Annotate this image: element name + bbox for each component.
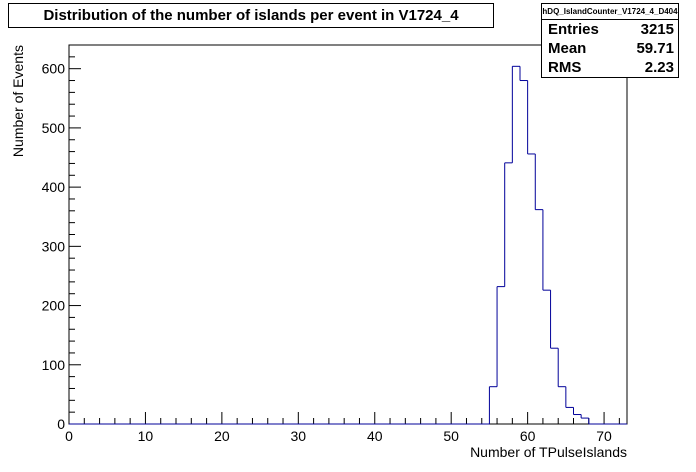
- x-axis-tick-labels: 0 10 20 30 40 50 60 70: [65, 428, 612, 444]
- chart-title: Distribution of the number of islands pe…: [8, 3, 494, 28]
- histogram-series: [69, 65, 627, 425]
- stats-box: hDQ_IslandCounter_V1724_4_D404 Entries 3…: [541, 3, 679, 78]
- x-tick-label: 10: [138, 428, 154, 444]
- y-tick-label: 600: [42, 61, 66, 77]
- x-tick-label: 60: [520, 428, 536, 444]
- stats-value-rms: 2.23: [644, 59, 674, 76]
- x-tick-label: 30: [291, 428, 307, 444]
- stats-value-entries: 3215: [640, 21, 674, 38]
- y-tick-label: 200: [42, 298, 66, 314]
- stats-label-entries: Entries: [548, 21, 599, 38]
- y-tick-label: 300: [42, 238, 66, 254]
- stats-row-rms: RMS 2.23: [542, 58, 678, 77]
- stats-value-mean: 59.71: [636, 40, 674, 57]
- y-axis-label: Number of Events: [10, 45, 26, 157]
- x-tick-label: 40: [367, 428, 383, 444]
- y-tick-label: 0: [57, 416, 65, 432]
- x-axis-label: Number of TPulseIslands: [470, 444, 627, 460]
- stats-row-mean: Mean 59.71: [542, 39, 678, 58]
- stats-label-mean: Mean: [548, 40, 587, 57]
- stats-row-entries: Entries 3215: [542, 20, 678, 39]
- x-axis-ticks: [68, 412, 620, 424]
- stats-label-rms: RMS: [548, 59, 582, 76]
- y-axis-ticks: [69, 44, 81, 425]
- x-tick-label: 20: [214, 428, 230, 444]
- y-tick-label: 400: [42, 179, 66, 195]
- x-tick-label: 50: [443, 428, 459, 444]
- y-tick-label: 100: [42, 357, 66, 373]
- x-tick-label: 70: [596, 428, 612, 444]
- x-tick-label: 0: [65, 428, 73, 444]
- y-tick-label: 500: [42, 120, 66, 136]
- stats-histogram-name: hDQ_IslandCounter_V1724_4_D404: [542, 4, 678, 20]
- y-axis-tick-labels: 0 100 200 300 400 500 600: [42, 61, 66, 432]
